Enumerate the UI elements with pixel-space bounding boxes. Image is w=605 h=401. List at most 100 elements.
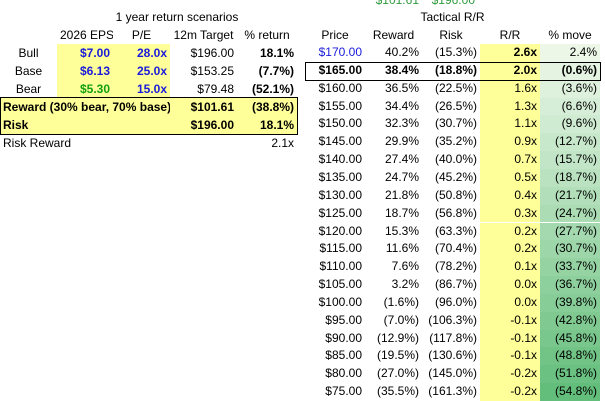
price-cell: $145.00 xyxy=(318,134,362,149)
row-label: Risk Reward xyxy=(3,136,72,150)
price-cell: $130.00 xyxy=(318,187,362,202)
return-cell: (7.7%) xyxy=(258,64,294,78)
risk-cell: (78.2%) xyxy=(434,259,477,274)
pe-cell: 25.0x xyxy=(113,62,170,80)
move-cell: (15.7%) xyxy=(540,151,600,169)
rr-cell: 2.6x xyxy=(480,44,540,62)
rr-cell: -0.1x xyxy=(480,311,540,330)
reward-cell: 24.7% xyxy=(384,169,419,184)
rr-cell: 1.3x xyxy=(480,97,540,116)
column-header: 2026 EPS xyxy=(60,28,113,42)
reward-cell: (7.0%) xyxy=(383,312,419,327)
rr-cell: 2.0x xyxy=(480,61,540,80)
eps-cell: $7.00 xyxy=(57,44,113,62)
reward-cell: 27.4% xyxy=(384,152,419,167)
move-cell: (0.6%) xyxy=(540,61,600,80)
price-cell: $100.00 xyxy=(318,294,362,309)
ratio-cell: 2.1x xyxy=(271,136,294,150)
reward-cell: (1.6%) xyxy=(383,294,419,309)
rr-cell: -0.1x xyxy=(480,347,540,366)
rr-cell: -0.2x xyxy=(480,365,540,384)
risk-cell: (50.8%) xyxy=(434,187,477,202)
move-cell: 2.4% xyxy=(540,44,600,62)
eps-cell: $5.30 xyxy=(57,80,113,98)
risk-cell: (106.3%) xyxy=(428,312,477,327)
move-cell: (33.7%) xyxy=(540,258,600,277)
risk-cell: (45.2%) xyxy=(434,169,477,184)
risk-cell: (35.2%) xyxy=(434,134,477,149)
reward-cell: 34.4% xyxy=(384,98,419,113)
reward-cell: 7.6% xyxy=(391,259,419,274)
cut-cell: $196.00 xyxy=(431,0,475,7)
risk-cell: (18.8%) xyxy=(434,62,477,77)
risk-cell: (145.0%) xyxy=(428,366,477,381)
rr-cell: 0.5x xyxy=(480,168,540,187)
reward-cell: 21.8% xyxy=(384,187,419,202)
column-header: % return xyxy=(244,28,290,42)
risk-cell: (30.7%) xyxy=(434,116,477,131)
risk-cell: (40.0%) xyxy=(434,152,477,167)
price-cell: $75.00 xyxy=(325,384,362,399)
risk-cell: (22.5%) xyxy=(434,80,477,95)
reward-cell: 15.3% xyxy=(384,223,419,238)
column-header: Reward xyxy=(372,28,415,42)
target-cell: $196.00 xyxy=(190,118,234,132)
reward-cell: (12.9%) xyxy=(376,330,419,345)
risk-cell: (70.4%) xyxy=(434,241,477,256)
rr-cell: 0.2x xyxy=(480,240,540,259)
risk-cell: (117.8%) xyxy=(429,330,477,345)
column-header: Price xyxy=(321,28,349,42)
risk-cell: (15.3%) xyxy=(434,45,477,59)
target-cell: $153.25 xyxy=(190,64,234,78)
price-cell: $170.00 xyxy=(318,45,362,59)
price-cell: $85.00 xyxy=(325,348,362,363)
price-cell: $160.00 xyxy=(318,80,362,95)
move-cell: (45.8%) xyxy=(540,329,600,348)
move-cell: (18.7%) xyxy=(540,168,600,187)
row-label: Bull xyxy=(18,46,39,60)
eps-cell: $6.13 xyxy=(57,62,113,80)
move-cell: (48.8%) xyxy=(540,347,600,366)
target-cell: $101.61 xyxy=(190,100,234,114)
rr-cell: 0.9x xyxy=(480,133,540,152)
price-cell: $80.00 xyxy=(325,366,362,381)
price-cell: $140.00 xyxy=(318,152,362,167)
reward-cell: (19.5%) xyxy=(376,348,419,363)
move-cell: (36.7%) xyxy=(540,276,600,294)
reward-cell: 3.2% xyxy=(391,277,419,292)
move-cell: (30.7%) xyxy=(540,240,600,259)
rr-cell: 0.3x xyxy=(480,204,540,223)
price-cell: $120.00 xyxy=(318,223,362,238)
move-cell: (54.8%) xyxy=(540,383,600,401)
move-cell: (6.6%) xyxy=(540,97,600,116)
reward-cell: 11.6% xyxy=(385,241,419,256)
risk-cell: (96.0%) xyxy=(434,294,477,309)
reward-cell: 29.9% xyxy=(384,134,419,149)
table-title: 1 year return scenarios xyxy=(115,10,239,24)
risk-cell: (161.3%) xyxy=(428,384,477,399)
move-cell: (27.7%) xyxy=(540,222,600,241)
price-cell: $95.00 xyxy=(325,312,362,327)
price-cell: $110.00 xyxy=(319,259,363,274)
risk-cell: (56.8%) xyxy=(434,205,477,220)
move-cell: (51.8%) xyxy=(540,365,600,384)
risk-cell: (26.5%) xyxy=(434,98,477,113)
rr-cell: 1.6x xyxy=(480,79,540,98)
column-header: 12m Target xyxy=(173,28,234,42)
price-cell: $105.00 xyxy=(318,277,362,292)
pe-cell: 15.0x xyxy=(113,80,170,98)
rr-cell: 0.2x xyxy=(480,222,540,241)
reward-cell: 18.7% xyxy=(384,205,419,220)
rr-cell: -0.2x xyxy=(480,383,540,401)
risk-cell: (86.7%) xyxy=(434,277,477,292)
move-cell: (42.8%) xyxy=(540,311,600,330)
price-cell: $115.00 xyxy=(319,241,363,256)
risk-cell: (130.6%) xyxy=(428,348,477,363)
price-cell: $125.00 xyxy=(318,205,362,220)
reward-cell: 40.2% xyxy=(384,45,419,59)
move-cell: (9.6%) xyxy=(540,115,600,134)
row-label: Bear xyxy=(15,82,42,96)
return-cell: 18.1% xyxy=(259,46,294,60)
column-header: R/R xyxy=(499,28,521,42)
